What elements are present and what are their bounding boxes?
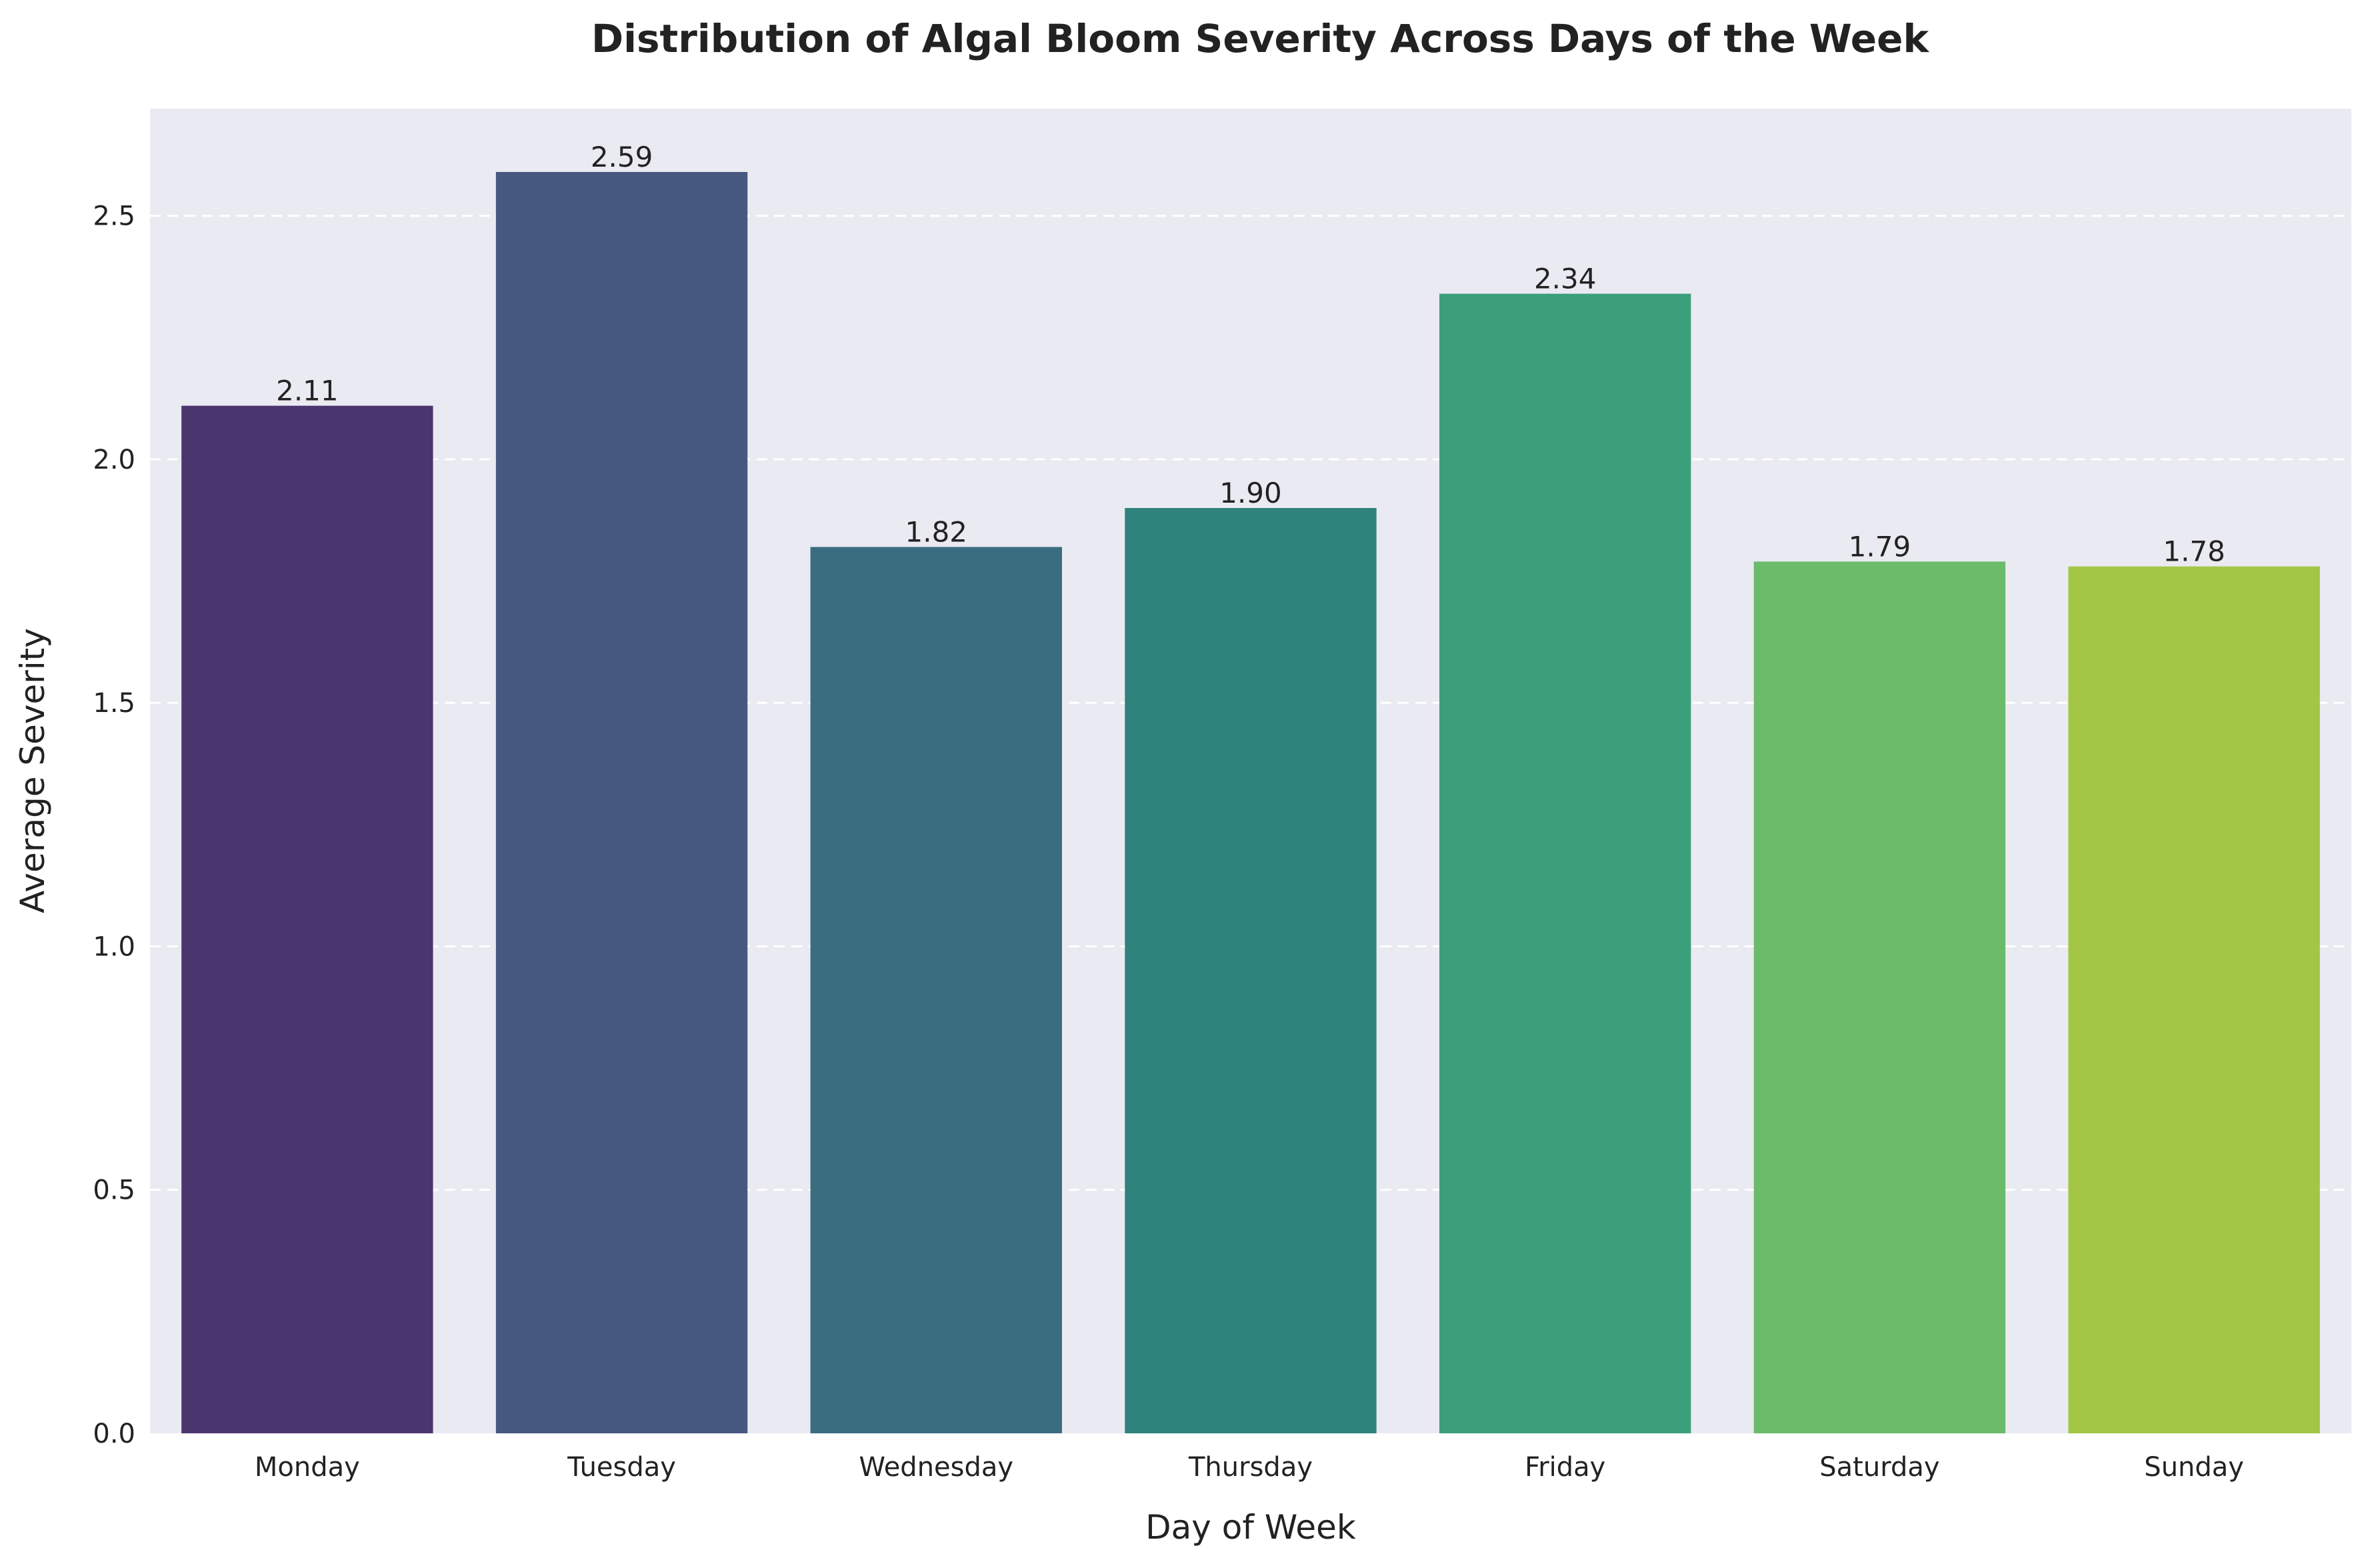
x-axis-ticks: Monday Tuesday Wednesday Thursday Friday Satu… [255,1452,2244,1483]
data-label-wednesday: 1.82 [905,515,968,548]
bar-monday [181,405,433,1433]
x-tick-label-friday: Friday [1525,1452,1605,1483]
y-axis-label: Average Severity [13,628,52,913]
data-label-sunday: 1.78 [2163,535,2225,568]
x-tick-label-tuesday: Tuesday [567,1452,676,1483]
data-label-thursday: 1.90 [1219,477,1282,509]
y-tick-label: 1.5 [93,688,135,719]
x-tick-label-wednesday: Wednesday [859,1452,1013,1483]
y-tick-label: 1.0 [93,931,135,962]
data-label-tuesday: 2.59 [591,141,653,173]
bar-tuesday [495,171,748,1433]
bars [181,171,2320,1434]
x-tick-label-saturday: Saturday [1819,1452,1939,1483]
bar-sunday [2068,566,2320,1433]
data-labels: 2.11 2.59 1.82 1.90 2.34 1.79 1.78 [276,141,2225,568]
y-tick-label: 0.0 [93,1419,135,1449]
data-label-saturday: 1.79 [1849,530,1911,563]
x-tick-label-monday: Monday [255,1452,360,1483]
data-label-monday: 2.11 [276,375,339,407]
bar-wednesday [810,547,1062,1433]
y-tick-label: 0.5 [93,1175,135,1206]
bar-saturday [1753,561,2006,1433]
y-tick-label: 2.0 [93,445,135,475]
y-axis-ticks: 0.0 0.5 1.0 1.5 2.0 2.5 [93,201,135,1449]
chart-title: Distribution of Algal Bloom Severity Acr… [591,16,1930,61]
x-axis-label: Day of Week [1145,1508,1356,1547]
x-tick-label-sunday: Sunday [2144,1452,2244,1483]
y-tick-label: 2.5 [93,201,135,232]
bar-friday [1439,293,1691,1433]
data-label-friday: 2.34 [1534,263,1597,295]
x-tick-label-thursday: Thursday [1188,1452,1313,1483]
bar-thursday [1125,508,1377,1434]
